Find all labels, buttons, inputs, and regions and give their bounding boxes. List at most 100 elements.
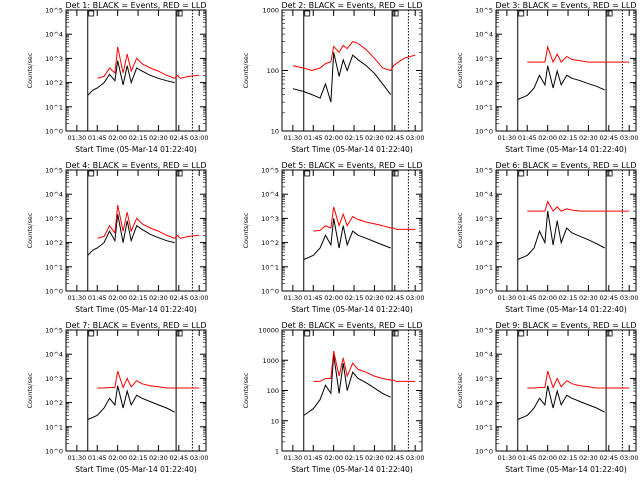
x-tick-label: 02:00: [324, 454, 343, 462]
chart-panel-det-3: Det 3: BLACK = Events, RED = LLD Counts/s…: [456, 1, 639, 154]
interval-marker-box: [606, 10, 613, 17]
x-tick-label: 02:30: [365, 294, 384, 302]
plot-frame: [495, 169, 637, 292]
x-tick-label: 01:45: [304, 454, 323, 462]
y-axis-label: Counts/sec: [456, 372, 464, 408]
y-tick-label: 10^0: [45, 288, 63, 296]
x-tick-label: 01:30: [284, 134, 303, 142]
series-line-lld: [313, 350, 416, 382]
x-tick-label: 02:30: [149, 294, 168, 302]
interval-marker-box: [88, 10, 95, 17]
y-tick-label: 1: [275, 448, 279, 456]
x-tick-label: 02:15: [345, 294, 364, 302]
y-tick-label: 10^5: [475, 7, 493, 15]
x-tick-label: 01:30: [68, 454, 87, 462]
chart-panel-det-7: Det 7: BLACK = Events, RED = LLD Counts/s…: [26, 321, 209, 474]
plot-frame: [495, 329, 637, 452]
y-tick-label: 1000: [262, 357, 279, 365]
y-tick-label: 10^3: [475, 375, 493, 383]
y-tick-label: 10^4: [45, 31, 63, 39]
y-tick-label: 10: [271, 128, 279, 136]
interval-marker-box: [88, 330, 95, 337]
x-tick-label: 02:45: [385, 294, 404, 302]
interval-marker-box: [518, 170, 525, 177]
x-tick-label: 01:30: [498, 134, 517, 142]
chart-title: Det 3: BLACK = Events, RED = LLD: [496, 1, 637, 10]
plot-frame: [281, 169, 423, 292]
x-tick-label: 03:00: [620, 454, 639, 462]
interval-marker-box: [176, 10, 183, 17]
x-tick-label: 01:30: [284, 454, 303, 462]
y-tick-label: 10^1: [45, 423, 63, 431]
x-tick-label: 01:45: [88, 454, 107, 462]
x-tick-label: 01:30: [68, 134, 87, 142]
y-axis-label: Counts/sec: [242, 52, 250, 88]
chart-title: Det 4: BLACK = Events, RED = LLD: [66, 161, 207, 170]
y-tick-label: 10^4: [475, 191, 493, 199]
x-tick-label: 02:15: [559, 134, 578, 142]
x-tick-label: 03:00: [406, 134, 425, 142]
interval-marker-box: [518, 10, 525, 17]
x-tick-label: 03:00: [406, 454, 425, 462]
y-tick-label: 10^1: [261, 263, 279, 271]
y-tick-label: 10^5: [45, 327, 63, 335]
y-tick-label: 100: [267, 67, 279, 75]
y-tick-label: 10^4: [261, 191, 279, 199]
x-tick-label: 02:00: [538, 134, 557, 142]
x-tick-label: 01:30: [284, 294, 303, 302]
x-tick-label: 02:45: [169, 454, 188, 462]
y-axis-label: Counts/sec: [242, 212, 250, 248]
x-tick-label: 02:45: [169, 294, 188, 302]
x-tick-label: 01:30: [498, 294, 517, 302]
interval-marker-box: [304, 170, 311, 177]
series-line-events: [304, 218, 397, 259]
x-tick-label: 02:00: [108, 134, 127, 142]
y-tick-label: 10^5: [475, 167, 493, 175]
y-tick-label: 10: [271, 417, 279, 425]
interval-marker-box: [518, 330, 525, 337]
chart-panel-det-8: Det 8: BLACK = Events, RED = LLD Counts/s…: [242, 321, 425, 474]
y-tick-label: 10^2: [45, 79, 63, 87]
y-tick-label: 10^4: [475, 31, 493, 39]
series-line-events: [304, 355, 397, 416]
series-line-events: [518, 386, 611, 420]
y-tick-label: 100: [267, 387, 279, 395]
x-tick-label: 01:45: [88, 134, 107, 142]
y-tick-label: 10^5: [261, 167, 279, 175]
interval-marker-box: [392, 330, 399, 337]
y-axis-label: Counts/sec: [456, 52, 464, 88]
x-tick-label: 01:30: [68, 294, 87, 302]
y-tick-label: 10000: [258, 327, 279, 335]
x-axis-label: Start Time (05-Mar-14 01:22:40): [291, 465, 413, 474]
y-tick-label: 10^0: [475, 448, 493, 456]
x-tick-label: 02:30: [579, 134, 598, 142]
y-axis-label: Counts/sec: [26, 372, 34, 408]
x-tick-label: 03:00: [190, 134, 209, 142]
series-line-events: [88, 386, 181, 420]
y-tick-label: 10^3: [45, 55, 63, 63]
chart-panel-det-9: Det 9: BLACK = Events, RED = LLD Counts/s…: [456, 321, 639, 474]
x-tick-label: 01:45: [88, 294, 107, 302]
y-tick-label: 10^5: [45, 167, 63, 175]
plot-frame: [65, 169, 207, 292]
x-tick-label: 02:30: [579, 294, 598, 302]
chart-title: Det 7: BLACK = Events, RED = LLD: [66, 321, 207, 330]
x-tick-label: 01:45: [518, 134, 537, 142]
series-line-lld: [527, 200, 630, 212]
chart-title: Det 2: BLACK = Events, RED = LLD: [282, 1, 423, 10]
series-line-lld: [97, 205, 200, 239]
plot-frame: [281, 9, 423, 132]
x-tick-label: 02:45: [385, 454, 404, 462]
x-tick-label: 02:45: [599, 294, 618, 302]
y-tick-label: 10^4: [45, 191, 63, 199]
chart-title: Det 6: BLACK = Events, RED = LLD: [496, 161, 637, 170]
y-tick-label: 10^0: [45, 128, 63, 136]
y-tick-label: 10^1: [45, 263, 63, 271]
series-line-events: [292, 52, 392, 103]
x-axis-label: Start Time (05-Mar-14 01:22:40): [75, 305, 197, 314]
interval-marker-box: [606, 330, 613, 337]
interval-marker-box: [392, 170, 399, 177]
y-tick-label: 10^2: [45, 239, 63, 247]
series-line-events: [518, 66, 611, 100]
